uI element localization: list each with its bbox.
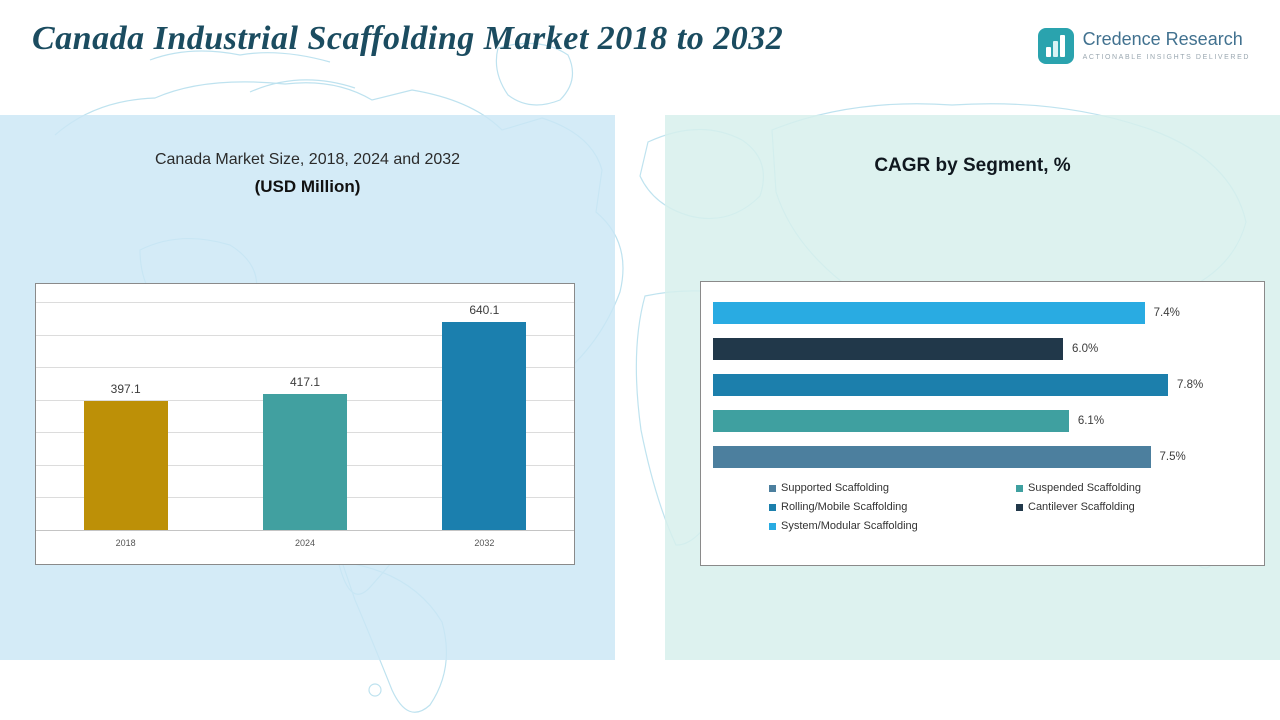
page-title: Canada Industrial Scaffolding Market 201…: [32, 20, 784, 57]
cagr-bar-supported-scaffolding: [713, 446, 1151, 468]
x-axis-label: 2024: [294, 538, 316, 548]
logo-tagline: Actionable Insights Delivered: [1082, 53, 1250, 61]
legend-item: Rolling/Mobile Scaffolding: [769, 501, 1016, 513]
bar-value-label: 640.1: [469, 302, 500, 317]
legend-swatch: [769, 503, 776, 511]
bar-2018: [83, 400, 168, 530]
cagr-bar-rolling-mobile-scaffolding: [713, 374, 1168, 396]
legend-label: System/Modular Scaffolding: [781, 520, 918, 532]
market-size-subtitle: Canada Market Size, 2018, 2024 and 2032 …: [0, 151, 615, 197]
x-axis-label: 2018: [115, 538, 136, 548]
market-size-bar-chart: 397.1 2018 417.1 2024 640.1 2032: [35, 283, 575, 565]
cagr-value-label: 7.5%: [1159, 451, 1186, 463]
cagr-bar-row: 7.5%: [713, 446, 1264, 468]
cagr-panel: CAGR by Segment, % 7.4% 6.0% 7.8% 6.1% 7.5% S…: [665, 115, 1280, 660]
bar-2032: [442, 321, 527, 530]
cagr-title: CAGR by Segment, %: [874, 155, 1071, 176]
logo-text: Credence Research Actionable Insights De…: [1083, 28, 1250, 61]
market-size-subtitle-line1: Canada Market Size, 2018, 2024 and 2032: [154, 151, 461, 168]
legend-swatch: [769, 522, 776, 530]
cagr-bar-row: 7.8%: [713, 374, 1264, 396]
legend-swatch: [1016, 484, 1023, 492]
legend-item: Supported Scaffolding: [769, 482, 1016, 494]
legend-item: Suspended Scaffolding: [1016, 482, 1264, 494]
cagr-bar-row: 6.1%: [713, 410, 1264, 432]
cagr-value-label: 7.8%: [1177, 379, 1204, 391]
bar-value-label: 397.1: [110, 381, 141, 396]
legend-swatch: [769, 484, 776, 492]
legend-swatch: [1016, 503, 1023, 511]
x-axis-label: 2032: [474, 538, 495, 548]
cagr-bar-cantilever-scaffolding: [713, 338, 1063, 360]
market-size-subtitle-line2: (USD Million): [254, 177, 361, 196]
x-axis-line: [36, 530, 574, 531]
chart-legend: Supported Scaffolding Suspended Scaffoldi…: [769, 482, 1264, 532]
legend-label: Cantilever Scaffolding: [1028, 501, 1135, 513]
cagr-bar-chart: 7.4% 6.0% 7.8% 6.1% 7.5% Supported Scaffoldin…: [700, 281, 1265, 566]
logo-bar-chart-icon: [1037, 28, 1074, 64]
cagr-bar-system-modular-scaffolding: [713, 302, 1145, 324]
brand-logo: Credence Research Actionable Insights De…: [1037, 28, 1250, 64]
cagr-bar-row: 6.0%: [713, 338, 1264, 360]
cagr-bar-row: 7.4%: [713, 302, 1264, 324]
cagr-value-label: 6.1%: [1077, 415, 1105, 427]
legend-label: Rolling/Mobile Scaffolding: [781, 501, 908, 513]
legend-label: Suspended Scaffolding: [1028, 482, 1141, 494]
cagr-value-label: 7.4%: [1153, 307, 1180, 319]
legend-item: Cantilever Scaffolding: [1016, 501, 1264, 513]
legend-item: System/Modular Scaffolding: [769, 520, 1016, 532]
cagr-bar-suspended-scaffolding: [713, 410, 1069, 432]
bar-2024: [263, 394, 347, 530]
legend-label: Supported Scaffolding: [781, 482, 890, 494]
logo-name: Credence Research: [1082, 29, 1243, 49]
header: Canada Industrial Scaffolding Market 201…: [0, 0, 1280, 115]
market-size-panel: Canada Market Size, 2018, 2024 and 2032 …: [0, 115, 615, 660]
bar-value-label: 417.1: [289, 375, 321, 390]
cagr-value-label: 6.0%: [1072, 343, 1099, 355]
